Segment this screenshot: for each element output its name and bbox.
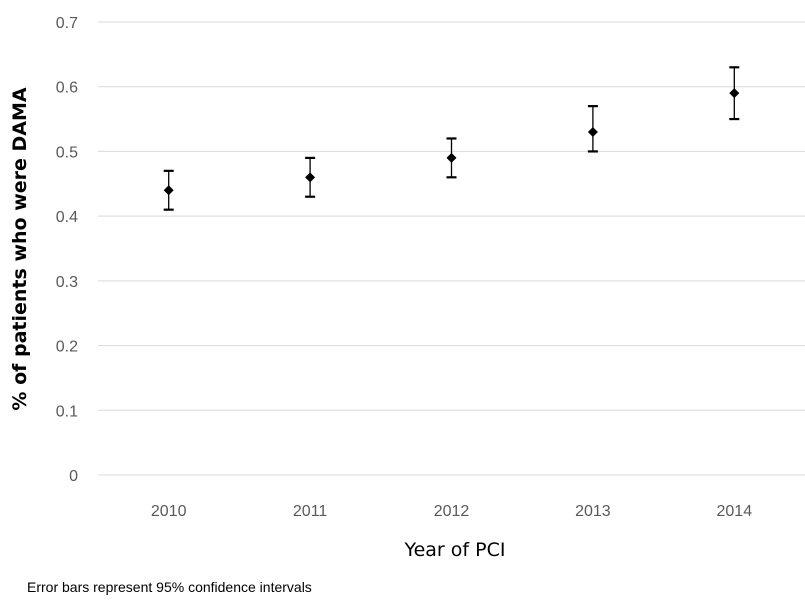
y-tick-label: 0.5 bbox=[56, 144, 78, 161]
data-point bbox=[446, 152, 457, 163]
y-axis-title: % of patients who were DAMA bbox=[9, 87, 31, 410]
y-tick-label: 0.7 bbox=[56, 15, 78, 32]
data-point bbox=[163, 185, 174, 196]
x-tick-label: 2010 bbox=[151, 503, 187, 520]
x-tick-labels: 2010 2011 2012 2013 2014 bbox=[151, 503, 752, 520]
data-point bbox=[729, 88, 740, 99]
data-point bbox=[305, 172, 316, 183]
x-axis-title: Year of PCI bbox=[404, 539, 506, 561]
gridlines bbox=[98, 21, 805, 476]
x-tick-label: 2011 bbox=[293, 503, 328, 520]
y-tick-label: 0.2 bbox=[56, 339, 78, 356]
data-points bbox=[163, 88, 740, 196]
y-tick-label: 0 bbox=[69, 468, 78, 485]
x-tick-label: 2013 bbox=[575, 503, 611, 520]
y-tick-label: 0.1 bbox=[56, 403, 78, 420]
x-tick-label: 2014 bbox=[717, 503, 753, 520]
x-tick-label: 2012 bbox=[434, 503, 470, 520]
y-tick-label: 0.3 bbox=[56, 274, 78, 291]
y-tick-labels: 0 0.1 0.2 0.3 0.4 0.5 0.6 0.7 bbox=[56, 15, 78, 485]
error-bars bbox=[163, 66, 740, 211]
data-point bbox=[587, 127, 598, 138]
error-bar-note: Error bars represent 95% confidence inte… bbox=[27, 579, 312, 595]
y-tick-label: 0.4 bbox=[56, 209, 78, 226]
y-tick-label: 0.6 bbox=[56, 80, 78, 97]
